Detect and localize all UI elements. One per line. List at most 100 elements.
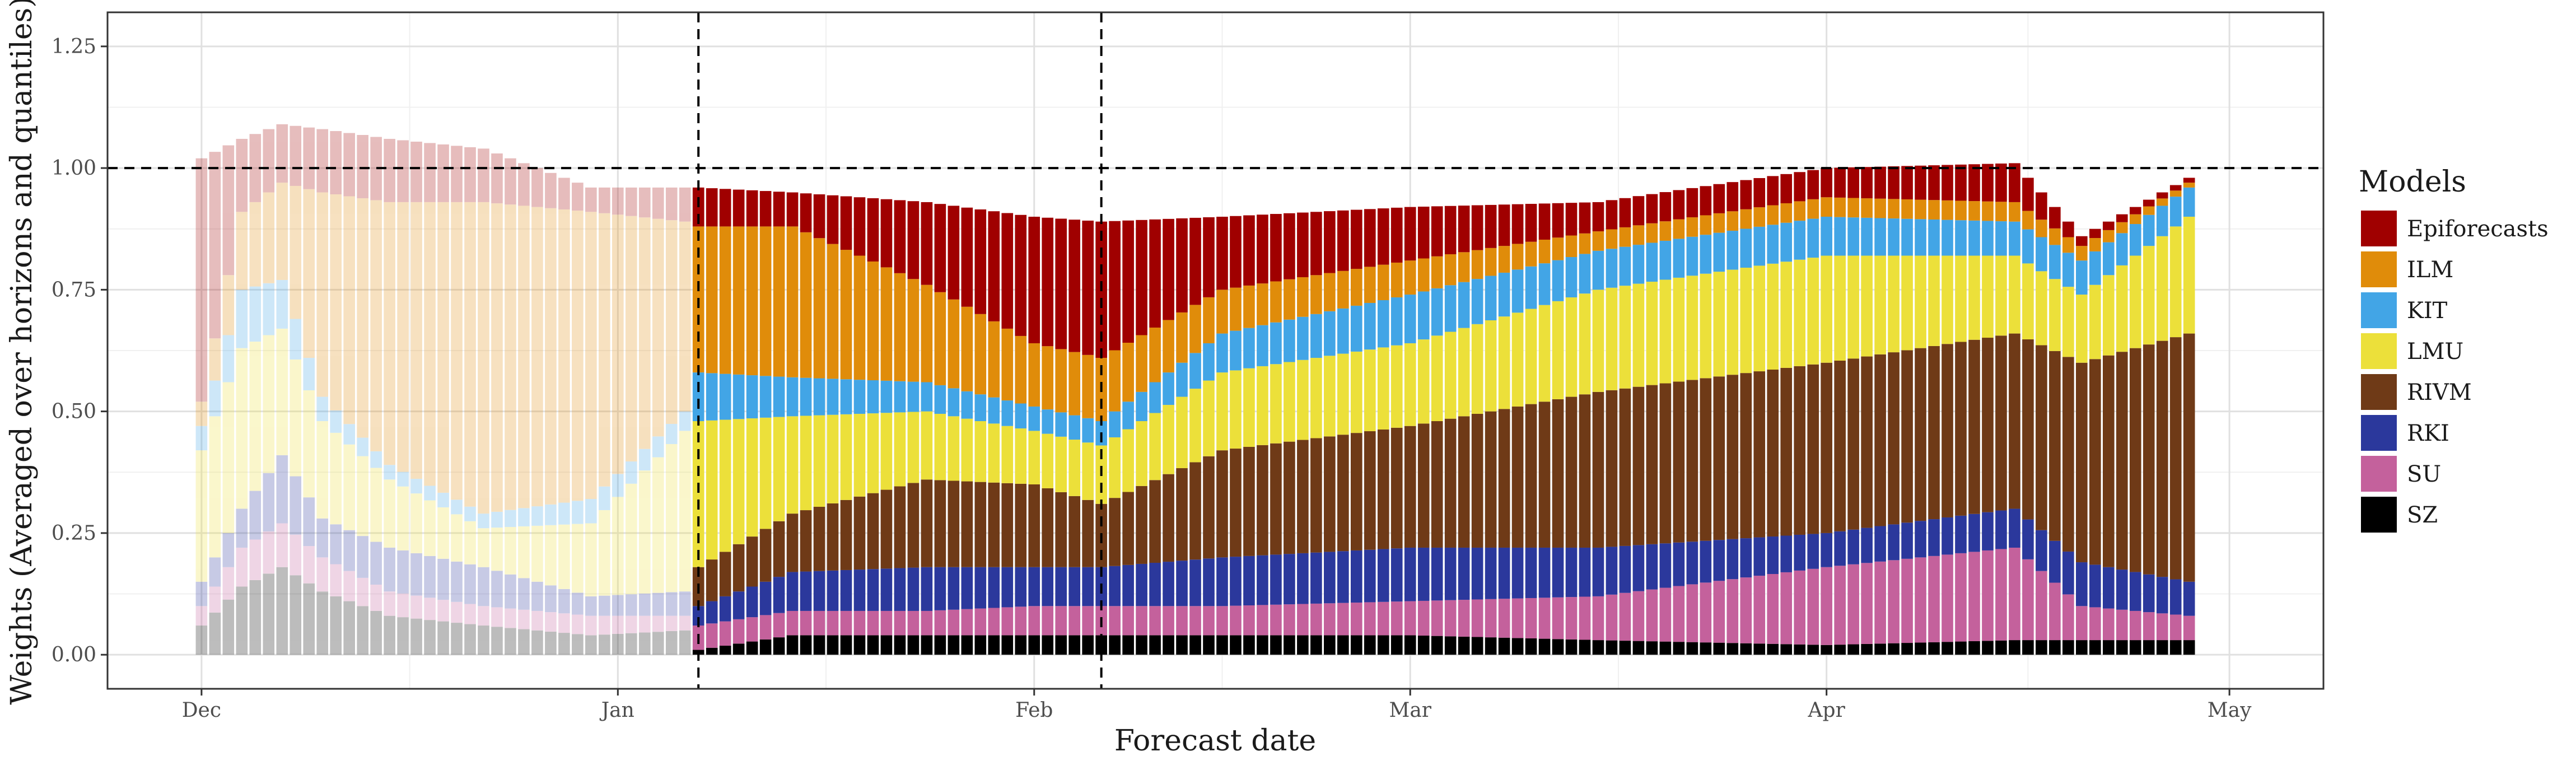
bar-segment-epiforecasts (934, 204, 946, 292)
bar-segment-ilm (531, 207, 543, 507)
bar-segment-lmu (1001, 426, 1014, 483)
bar-segment-rki (1726, 539, 1739, 580)
bar-segment-su (1149, 606, 1161, 636)
bar-segment-sz (1659, 641, 1672, 655)
bar-segment-epiforecasts (1942, 165, 1953, 200)
bar-segment-sz (384, 615, 395, 655)
bar-segment-ilm (1176, 312, 1188, 363)
bar-segment-kit (343, 424, 355, 445)
bar-segment-rivm (2036, 345, 2047, 530)
bar-segment-lmu (1780, 262, 1793, 368)
bar-segment-ilm (1915, 199, 1926, 220)
bar-segment-sz (1928, 642, 1940, 655)
bar-segment-ilm (330, 194, 342, 410)
bar-segment-sz (263, 573, 275, 655)
bar-segment-rivm (1444, 418, 1457, 548)
bar-segment-kit (692, 372, 704, 422)
bar-segment-kit (1525, 266, 1537, 309)
bar-segment-epiforecasts (1753, 178, 1766, 208)
bar-stack (222, 145, 235, 655)
bar-segment-lmu (531, 525, 543, 582)
bar-segment-kit (195, 426, 208, 451)
legend: Models Epiforecasts ILM KIT LMU RIVM RKI SU SZ (2359, 165, 2549, 533)
bar-segment-sz (853, 635, 866, 655)
bar-segment-lmu (880, 413, 893, 490)
bar-segment-lmu (303, 390, 315, 498)
bar-stack (1700, 186, 1712, 655)
bar-segment-sz (800, 635, 812, 655)
legend-label-su: SU (2407, 461, 2441, 487)
bar-segment-epiforecasts (531, 168, 543, 207)
bar-segment-rki (1471, 547, 1483, 600)
bar-segment-epiforecasts (679, 187, 691, 222)
y-axis-title: Weights (Averaged over horizons and quan… (5, 0, 39, 705)
bar-stack (1001, 213, 1014, 655)
legend-label-epiforecasts: Epiforecasts (2407, 216, 2549, 242)
bar-segment-epiforecasts (625, 187, 637, 216)
bar-stack (1619, 198, 1631, 655)
bar-segment-kit (518, 508, 530, 526)
bar-segment-lmu (1847, 255, 1859, 359)
bar-stack (1055, 218, 1067, 655)
bar-stack (410, 141, 422, 655)
bar-segment-su (1753, 576, 1766, 644)
bar-stack (652, 187, 664, 655)
bar-segment-lmu (1673, 277, 1685, 382)
bar-segment-kit (1968, 220, 1980, 256)
bar-segment-rki (451, 561, 463, 602)
bar-stack (195, 158, 208, 655)
bar-segment-sz (1444, 636, 1457, 655)
bar-segment-su (840, 610, 852, 636)
bar-segment-kit (2062, 253, 2074, 287)
bar-segment-kit (290, 319, 302, 360)
bar-segment-ilm (813, 238, 825, 379)
bar-segment-epiforecasts (1874, 166, 1886, 199)
bar-segment-su (1632, 591, 1645, 641)
bar-segment-epiforecasts (424, 143, 436, 202)
bar-segment-ilm (2062, 237, 2074, 253)
bar-segment-epiforecasts (2143, 199, 2155, 207)
bar-segment-ilm (934, 292, 946, 385)
bar-segment-ilm (1068, 352, 1080, 416)
bar-segment-rki (2022, 519, 2034, 559)
bar-segment-sz (894, 635, 906, 655)
bar-stack (316, 129, 329, 655)
bar-segment-epiforecasts (1297, 212, 1309, 278)
bar-segment-su (1928, 556, 1940, 642)
bar-segment-sz (1847, 644, 1859, 655)
bar-stack (907, 201, 920, 655)
bar-segment-rki (424, 556, 436, 598)
bar-segment-ilm (1471, 250, 1483, 279)
bar-segment-kit (1807, 218, 1819, 258)
bar-segment-su (1176, 606, 1188, 636)
bar-segment-lmu (1149, 413, 1161, 480)
bar-segment-epiforecasts (1122, 220, 1134, 343)
bar-segment-ilm (907, 279, 920, 382)
bar-segment-sz (1351, 635, 1362, 655)
bar-segment-ilm (1390, 262, 1403, 298)
bar-segment-kit (397, 472, 409, 487)
bar-segment-sz (249, 580, 262, 655)
bar-segment-kit (2102, 242, 2115, 276)
bar-segment-su (1189, 606, 1201, 636)
bar-segment-ilm (612, 214, 624, 474)
bar-stack (343, 133, 355, 655)
bar-segment-epiforecasts (894, 200, 906, 273)
bar-segment-su (1203, 606, 1215, 636)
bar-segment-lmu (343, 444, 355, 530)
bar-segment-epiforecasts (786, 192, 799, 227)
bar-segment-kit (1498, 272, 1510, 317)
bar-stack (1015, 214, 1027, 655)
bar-segment-sz (1015, 635, 1027, 655)
bar-segment-lmu (518, 526, 530, 578)
bar-segment-su (1659, 587, 1672, 642)
bar-segment-epiforecasts (1794, 172, 1806, 202)
bar-segment-epiforecasts (1807, 170, 1819, 199)
bar-segment-lmu (1928, 255, 1940, 346)
bar-stack (1740, 180, 1752, 655)
bar-segment-rivm (1351, 433, 1362, 550)
bar-stack (706, 188, 718, 655)
bar-segment-ilm (665, 220, 678, 424)
bar-segment-rivm (1794, 366, 1806, 535)
bar-segment-su (1713, 581, 1725, 643)
